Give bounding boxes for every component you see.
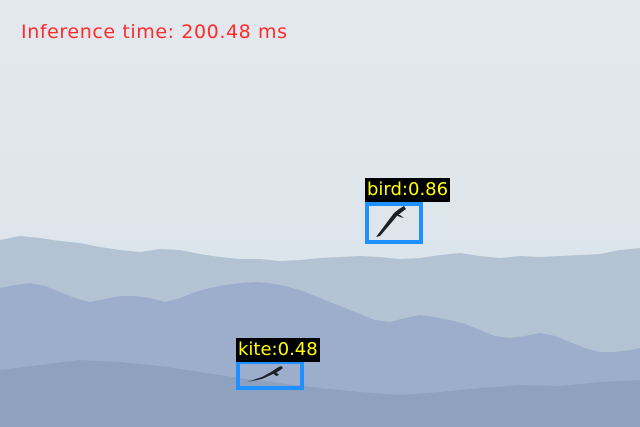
- bird-bounding-box: [365, 202, 423, 244]
- bird-silhouette: [376, 206, 406, 237]
- near-ridge: [0, 360, 640, 427]
- kite-bounding-box: [236, 360, 304, 390]
- bird-detection-label: bird:0.86: [365, 178, 451, 202]
- kite-silhouette: [247, 366, 283, 382]
- kite-detection-label: kite:0.48: [236, 338, 320, 362]
- inference-time-label: Inference time: 200.48 ms: [21, 21, 288, 43]
